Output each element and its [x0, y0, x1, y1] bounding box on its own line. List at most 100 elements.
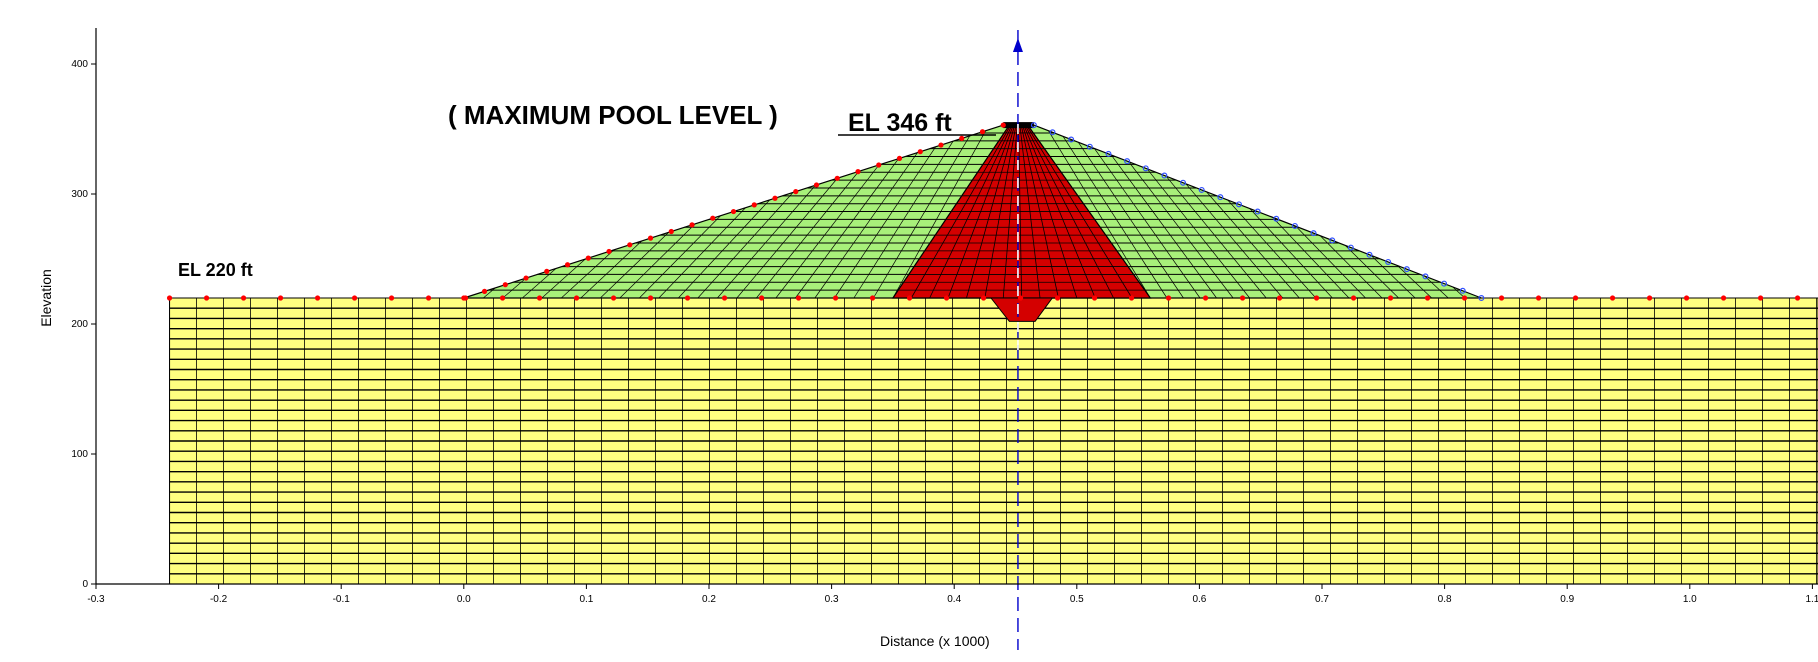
embankment-mesh-line	[1078, 142, 1184, 299]
upstream-face-marker	[461, 295, 467, 301]
upstream-face-marker	[730, 208, 737, 215]
embankment-mesh-line	[1165, 175, 1267, 299]
foundation-node-marker	[1535, 295, 1542, 301]
embankment-mesh-line	[1272, 217, 1350, 299]
embankment-mesh-line	[1110, 154, 1217, 299]
x-tick-label: 0.8	[1438, 594, 1452, 605]
upstream-face-marker	[606, 248, 612, 255]
foundation-node-marker	[536, 295, 543, 301]
downstream-face-marker	[1291, 222, 1298, 229]
downstream-face-marker	[1273, 215, 1280, 222]
upstream-face-marker	[627, 242, 633, 248]
foundation-node-marker	[1165, 295, 1172, 301]
foundation-node-marker	[906, 295, 913, 301]
upstream-face-marker	[585, 255, 591, 261]
foundation-node-marker	[1239, 295, 1246, 301]
downstream-face-marker	[1329, 237, 1336, 244]
upstream-face-marker	[813, 182, 820, 188]
x-tick-label: 1.1	[1805, 594, 1818, 605]
foundation-node-marker	[388, 295, 395, 301]
foundation-node-marker	[1313, 295, 1320, 301]
base-elevation-label: EL 220 ft	[178, 260, 253, 280]
embankment-mesh-line	[561, 249, 615, 299]
y-tick-label: 300	[71, 189, 88, 200]
embankment-mesh-line	[658, 207, 746, 299]
embankment-mesh-line	[775, 164, 880, 299]
embankment-mesh-line	[1227, 199, 1317, 299]
upstream-face-marker	[917, 149, 923, 155]
embankment-mesh-line	[522, 268, 557, 299]
embankment-mesh-line	[502, 277, 527, 299]
foundation-node-marker	[1017, 295, 1024, 301]
foundation-node-marker	[499, 295, 506, 301]
upstream-face-marker	[772, 195, 778, 201]
centerline-arrow	[1012, 38, 1023, 52]
embankment-mesh-line	[1094, 148, 1201, 299]
core-key-trench	[989, 297, 1054, 322]
foundation-node-marker	[573, 295, 580, 301]
foundation-node-marker	[1424, 295, 1431, 301]
foundation-node-marker	[1387, 295, 1394, 301]
downstream-face-marker	[1161, 172, 1168, 179]
foundation-node-marker	[1683, 295, 1690, 301]
upstream-face-marker	[751, 202, 757, 208]
downstream-face-marker	[1254, 208, 1261, 215]
downstream-face-marker	[1217, 194, 1224, 201]
downstream-face-marker	[1030, 122, 1037, 129]
x-tick-label: -0.3	[87, 594, 105, 605]
x-tick-label: 0.3	[825, 594, 839, 605]
downstream-face-marker	[1180, 179, 1187, 186]
x-tick-label: 1.0	[1683, 594, 1697, 605]
upstream-face-marker	[523, 275, 529, 281]
x-tick-label: -0.1	[333, 594, 351, 605]
y-tick-label: 100	[71, 449, 88, 460]
foundation-node-marker	[1794, 295, 1801, 301]
embankment-mesh-line	[873, 135, 971, 299]
downstream-face-marker	[1478, 295, 1485, 302]
downstream-face-marker	[1310, 230, 1317, 237]
foundation-node-marker	[240, 295, 247, 301]
embankment-mesh-line	[1424, 275, 1449, 299]
embankment-mesh-line	[814, 152, 918, 299]
foundation-node-marker	[351, 295, 358, 301]
foundation-node-marker	[277, 295, 284, 301]
embankment-mesh-line	[1062, 136, 1168, 299]
embankment-mesh-line	[892, 130, 987, 299]
embankment-mesh-line	[1295, 226, 1366, 299]
embankment-mesh-line	[1249, 208, 1333, 299]
foundation-node-marker	[425, 295, 432, 301]
x-tick-label: 0.0	[457, 594, 471, 605]
embankment-mesh-line	[1206, 191, 1300, 299]
embankment-mesh-line	[717, 185, 816, 299]
foundation-node-marker	[610, 295, 617, 301]
foundation-node-marker	[1054, 295, 1061, 301]
axes: -0.3 -0.2 -0.1 0.0 0.1 0.2 0.3 0.4 0.5 0.6 0.7 0.8 0…	[71, 28, 1818, 605]
embankment-mesh-line	[1128, 161, 1234, 299]
downstream-face-marker	[1422, 273, 1429, 280]
foundation-node-marker	[1646, 295, 1653, 301]
x-tick-label: 0.1	[579, 594, 593, 605]
upstream-face-marker	[896, 155, 903, 161]
foundation-node-marker	[1757, 295, 1764, 301]
x-axis-title: Distance (x 1000)	[880, 633, 990, 649]
downstream-face-marker	[1366, 251, 1373, 258]
x-tick-label: 0.9	[1560, 594, 1574, 605]
foundation-node-marker	[980, 295, 987, 301]
foundation-mesh	[169, 297, 1818, 585]
embankment-mesh-line	[853, 140, 954, 299]
y-tick-label: 200	[71, 319, 88, 330]
upstream-face-marker	[959, 135, 965, 141]
foundation-node-marker	[1572, 295, 1579, 301]
embankment-mesh-line	[1185, 183, 1284, 299]
downstream-face-marker	[1142, 165, 1149, 172]
crest-elevation-label: EL 346 ft	[848, 109, 952, 137]
foundation-node-marker	[721, 295, 728, 301]
upstream-face-marker	[647, 235, 654, 241]
downstream-face-marker	[1086, 143, 1093, 150]
upstream-face-marker	[793, 189, 799, 195]
foundation-node-marker	[166, 295, 173, 301]
downstream-face-marker	[1385, 258, 1392, 265]
foundation-node-marker	[203, 295, 210, 301]
